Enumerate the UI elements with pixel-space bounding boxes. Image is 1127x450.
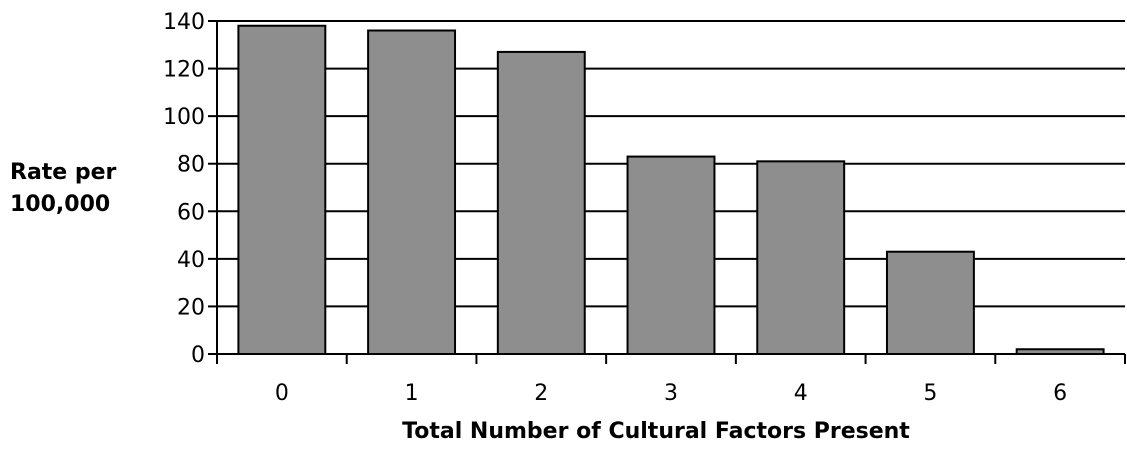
- bar-5: [885, 250, 975, 356]
- y-tick-label: 20: [177, 295, 205, 320]
- y-tick-label: 80: [177, 153, 205, 178]
- y-tick-label: 100: [163, 105, 205, 130]
- x-tick-label: 2: [534, 381, 548, 406]
- y-tick-label: 140: [163, 10, 205, 35]
- x-tick-label: 6: [1053, 381, 1067, 406]
- axes: [216, 21, 1125, 355]
- x-tick-label: 0: [275, 381, 289, 406]
- y-tick-label: 120: [163, 58, 205, 83]
- x-tick-label: 3: [664, 381, 678, 406]
- y-tick-label: 60: [177, 200, 205, 225]
- x-tick-label: 5: [923, 381, 937, 406]
- bar-1: [367, 29, 457, 356]
- y-axis-label-line-1: Rate per: [10, 160, 117, 185]
- y-axis-label-line-2: 100,000: [10, 192, 110, 217]
- bar-2: [496, 50, 586, 356]
- y-tick-label: 0: [191, 343, 205, 368]
- x-tick-label: 1: [405, 381, 419, 406]
- x-axis-label: Total Number of Cultural Factors Present: [402, 419, 910, 444]
- y-tick-label: 40: [177, 248, 205, 273]
- bar-0: [237, 24, 327, 356]
- bar-3: [626, 155, 716, 355]
- bar-4: [756, 160, 846, 355]
- bars: [237, 24, 1105, 356]
- x-tick-label: 4: [794, 381, 808, 406]
- y-axis-ticks: 0 20 40 60 80 100 120 140: [163, 10, 217, 368]
- x-axis-ticks: 0 1 2 3 4 5 6: [216, 354, 1126, 406]
